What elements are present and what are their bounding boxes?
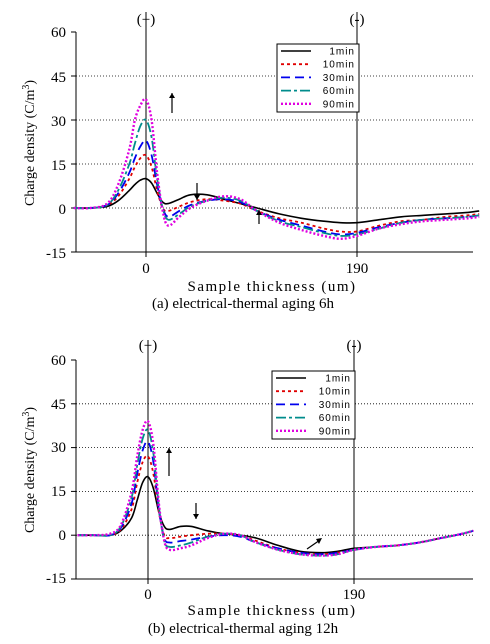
- series-line-1min: [74, 179, 479, 223]
- y-tick-label: 15: [51, 158, 66, 174]
- y-tick-label: -15: [46, 246, 66, 262]
- legend-label: 90min: [323, 99, 355, 110]
- legend-label: 10min: [323, 60, 355, 71]
- y-tick-label: 60: [51, 353, 66, 369]
- legend-label: 60min: [323, 86, 355, 97]
- y-axis-label: Charge density (C/m3): [21, 407, 38, 533]
- x-axis-label: Sample thickness (um): [188, 279, 357, 295]
- y-axis-label: Charge density (C/m3): [21, 80, 38, 206]
- legend-label: 30min: [319, 400, 351, 411]
- legend-label: 90min: [319, 426, 351, 437]
- y-tick-label: 60: [51, 25, 66, 41]
- y-tick-label: 45: [51, 70, 66, 86]
- y-tick-label: 15: [51, 484, 66, 500]
- x-tick-label: 0: [144, 587, 152, 603]
- series-line-60min: [78, 429, 474, 555]
- series-line-30min: [78, 441, 474, 554]
- trend-arrowhead: [193, 514, 199, 519]
- y-tick-label: -15: [46, 571, 66, 587]
- series-line-1min: [78, 477, 474, 553]
- x-axis-label: Sample thickness (um): [188, 603, 357, 619]
- legend-label: 1min: [325, 374, 351, 385]
- figure-caption: (b) electrical-thermal aging 12h: [148, 621, 339, 637]
- legend-label: 10min: [319, 387, 351, 398]
- chart-panel-a: (+) (-) 60 45 30 15 0 -15 0 190 Charge d…: [21, 12, 479, 312]
- legend-label: 30min: [323, 73, 355, 84]
- x-tick-label: 0: [142, 261, 150, 277]
- y-tick-label: 0: [59, 202, 67, 218]
- trend-arrowhead: [169, 93, 175, 98]
- series-line-60min: [74, 119, 479, 235]
- x-tick-label: 190: [343, 587, 366, 603]
- legend-label: 1min: [329, 47, 355, 58]
- y-tick-label: 45: [51, 397, 66, 413]
- y-tick-label: 30: [51, 114, 66, 130]
- y-tick-label: 0: [59, 528, 67, 544]
- y-tick-label: 30: [51, 440, 66, 456]
- chart-panel-b: (+) (-) 60 45 30 15 0 -15 0 190 Charge d…: [21, 338, 473, 637]
- x-tick-label: 190: [346, 261, 369, 277]
- series-line-10min: [78, 456, 474, 554]
- figure-caption: (a) electrical-thermal aging 6h: [152, 296, 334, 312]
- legend-label: 60min: [319, 413, 351, 424]
- trend-arrowhead: [316, 538, 322, 544]
- trend-arrowhead: [166, 448, 172, 453]
